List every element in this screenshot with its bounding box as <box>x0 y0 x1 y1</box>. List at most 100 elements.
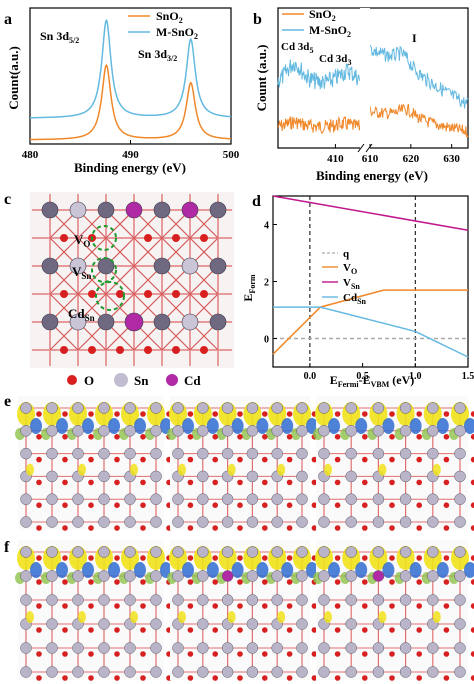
isosurface-blue <box>82 562 94 578</box>
oxygen-atom <box>262 675 268 681</box>
tin-atom <box>41 257 59 275</box>
isosurface-blue <box>56 418 68 434</box>
tin-atom <box>124 666 136 678</box>
oxygen-atom <box>311 627 318 633</box>
oxygen-atom <box>172 290 180 298</box>
tin-atom <box>172 546 184 558</box>
tin-atom <box>345 447 357 460</box>
atom-lattice <box>41 201 227 354</box>
tin-atom <box>427 516 439 528</box>
oxygen-atom <box>286 555 293 561</box>
oxygen-atom <box>187 675 194 681</box>
isosurface-yellow <box>277 463 286 476</box>
tin-atom <box>172 425 184 437</box>
x-axis-label-d: EFermi-EVBM (eV) <box>330 373 415 389</box>
isosurface-yellow <box>78 463 86 476</box>
isosurface-blue <box>256 562 269 578</box>
oxygen-atom <box>416 456 423 463</box>
tin-atom <box>296 642 308 654</box>
tin-atom <box>296 470 308 483</box>
oxygen-atom <box>114 525 120 531</box>
isosurface-yellow <box>178 611 186 623</box>
tin-atom <box>454 425 466 437</box>
oxygen-atom <box>200 346 208 354</box>
y-tick-label-d: 2 <box>264 278 269 289</box>
tin-atom <box>98 493 110 505</box>
legend-o-dot <box>67 375 77 385</box>
tin-atom <box>246 546 259 558</box>
panel-f-charge-density: f <box>4 539 474 681</box>
oxygen-atom <box>114 502 120 509</box>
oxygen-atom <box>362 651 368 657</box>
oxygen-atom <box>262 579 268 585</box>
tin-atom <box>454 402 466 414</box>
oxygen-atom <box>140 411 146 417</box>
x-tick-label-d: 0.0 <box>304 371 317 382</box>
curves-b <box>277 44 469 138</box>
tin-atom <box>372 642 385 654</box>
oxygen-atom <box>443 434 450 440</box>
oxygen-atom <box>286 434 293 440</box>
tin-atom <box>209 201 227 219</box>
isosurface-blue <box>409 562 422 578</box>
oxygen-atom <box>286 603 293 609</box>
curves-d <box>272 195 469 367</box>
tin-atom <box>124 402 136 414</box>
oxygen-atom <box>237 411 243 417</box>
oxygen-atom <box>88 651 94 657</box>
tin-atom <box>454 666 466 678</box>
isosurface-blue <box>436 418 449 434</box>
isosurface-yellow <box>178 463 186 476</box>
tin-atom <box>246 570 259 582</box>
oxygen-atom <box>470 603 474 609</box>
oxygen-atom <box>262 555 268 561</box>
oxygen-atom <box>88 411 94 417</box>
y-tick-label-d: 0 <box>264 335 269 346</box>
tin-atom <box>221 594 234 606</box>
tin-atom <box>318 447 330 460</box>
oxygen-atom <box>443 579 450 585</box>
oxygen-atom <box>116 346 124 354</box>
panel-label-a: a <box>4 11 12 28</box>
series-msno2-b-right <box>369 44 469 109</box>
panel-a: a 480 490 500 Binding energy (eV) Count(a.… <box>4 7 240 175</box>
tin-atom <box>372 493 385 505</box>
oxygen-atom <box>140 675 146 681</box>
tin-atom <box>221 425 234 437</box>
tin-atom <box>271 447 283 460</box>
oxygen-atom <box>36 579 42 585</box>
oxygen-atom <box>389 456 395 463</box>
tin-atom <box>20 516 32 528</box>
oxygen-atom <box>212 434 218 440</box>
tin-atom <box>345 516 357 528</box>
oxygen-atom <box>470 579 474 585</box>
tin-atom <box>372 447 385 460</box>
oxygen-atom <box>36 627 42 633</box>
tin-atom <box>345 666 357 678</box>
oxygen-atom <box>443 411 450 417</box>
tin-atom <box>209 313 227 331</box>
oxygen-atom <box>237 603 243 609</box>
isosurface-yellow <box>227 611 236 623</box>
oxygen-atom <box>389 479 395 486</box>
tin-atom <box>246 666 259 678</box>
tin-atom <box>318 493 330 505</box>
tin-atom <box>454 470 466 483</box>
oxygen-atom <box>62 456 68 463</box>
tin-atom <box>345 402 357 414</box>
oxygen-atom <box>416 651 423 657</box>
oxygen-atom <box>362 479 368 486</box>
oxygen-atom <box>88 479 94 486</box>
tin-atom <box>72 402 84 414</box>
tin-atom <box>271 594 283 606</box>
tin-atom <box>46 642 58 654</box>
oxygen-atom <box>62 555 68 561</box>
tin-atom <box>41 201 59 219</box>
isosurface-yellow <box>26 611 34 623</box>
x-ticks-a: 480 490 500 <box>22 140 240 161</box>
tin-atom <box>150 402 162 414</box>
isosurface-blue <box>231 418 244 434</box>
tin-atom <box>454 570 466 582</box>
tin-atom <box>197 447 209 460</box>
isosurface-yellow <box>324 463 332 476</box>
